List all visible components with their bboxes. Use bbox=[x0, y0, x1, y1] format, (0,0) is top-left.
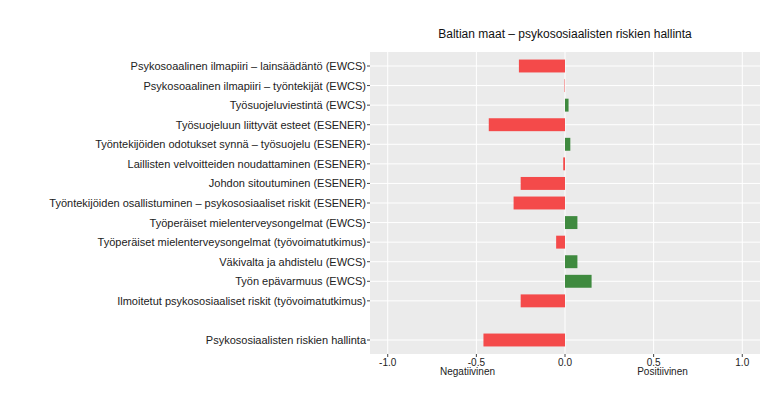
bar bbox=[514, 197, 565, 210]
grid-line bbox=[742, 52, 743, 354]
category-tick bbox=[367, 144, 370, 145]
category-label: Työn epävarmuus (EWCS) bbox=[235, 275, 366, 287]
category-label: Työsuojeluun liittyvät esteet (ESENER) bbox=[176, 119, 366, 131]
x-tick-label: 0.0 bbox=[558, 357, 572, 368]
bar bbox=[556, 236, 565, 249]
category-tick bbox=[367, 242, 370, 243]
category-label: Työntekijöiden osallistuminen – psykosos… bbox=[49, 197, 366, 209]
bar bbox=[565, 138, 570, 151]
category-tick bbox=[367, 281, 370, 282]
x-tick-label: -1.0 bbox=[379, 357, 397, 368]
grid-line bbox=[476, 52, 477, 354]
plot-background bbox=[370, 52, 760, 354]
bar bbox=[565, 99, 569, 112]
chart: Psykosoaalinen ilmapiiri – lainsäädäntö … bbox=[0, 0, 782, 399]
bar bbox=[565, 216, 577, 229]
category-tick bbox=[367, 300, 370, 301]
category-label: Työntekijöiden odotukset synnä – työsuoj… bbox=[95, 138, 366, 150]
category-tick bbox=[367, 203, 370, 204]
bar bbox=[565, 255, 577, 268]
category-tick bbox=[367, 261, 370, 262]
bar bbox=[521, 294, 565, 307]
bar bbox=[489, 118, 565, 131]
grid-line bbox=[387, 52, 388, 354]
bar bbox=[521, 177, 565, 190]
category-label: Laillisten velvoitteiden noudattaminen (… bbox=[128, 158, 366, 170]
bars bbox=[483, 60, 591, 347]
category-label: Työsuojeluviestintä (EWCS) bbox=[230, 99, 366, 111]
category-label: Työperäiset mielenterveysongelmat (EWCS) bbox=[150, 217, 366, 229]
category-label: Psykososiaalisten riskien hallinta bbox=[206, 334, 367, 346]
category-tick bbox=[367, 183, 370, 184]
annotation: Positiivinen bbox=[637, 366, 688, 377]
grid-line bbox=[653, 52, 654, 354]
category-tick bbox=[367, 222, 370, 223]
category-label: Johdon sitoutuminen (ESENER) bbox=[209, 177, 366, 189]
title: Baltian maat – psykososiaalisten riskien… bbox=[438, 27, 692, 41]
category-label: Psykosoaalinen ilmapiiri – työntekijät (… bbox=[143, 80, 366, 92]
bar bbox=[483, 334, 565, 347]
bar bbox=[564, 79, 566, 92]
category-tick bbox=[367, 163, 370, 164]
category-label: Psykosoaalinen ilmapiiri – lainsäädäntö … bbox=[131, 60, 366, 72]
category-label: Työperäiset mielenterveysongelmat (työvo… bbox=[98, 236, 366, 248]
category-tick bbox=[367, 85, 370, 86]
category-label: Väkivalta ja ahdistelu (EWCS) bbox=[219, 256, 366, 268]
category-tick bbox=[367, 66, 370, 67]
category-label: Ilmoitetut psykososiaaliset riskit (työv… bbox=[117, 295, 366, 307]
x-tick-label: 1.0 bbox=[735, 357, 749, 368]
annotation: Negatiivinen bbox=[440, 366, 495, 377]
category-tick bbox=[367, 124, 370, 125]
bar bbox=[563, 157, 565, 170]
bar bbox=[565, 275, 592, 288]
category-tick bbox=[367, 340, 370, 341]
category-tick bbox=[367, 105, 370, 106]
bar bbox=[519, 60, 565, 73]
